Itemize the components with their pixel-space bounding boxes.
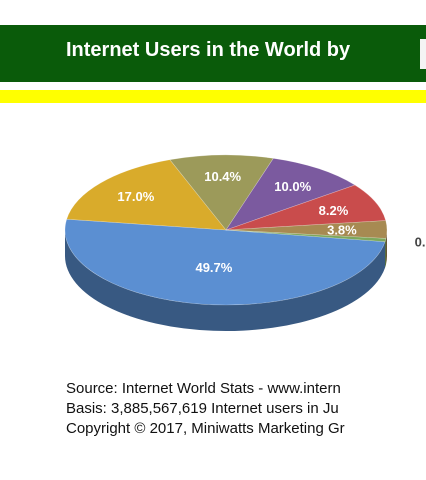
- pie-slice-6: [225, 229, 387, 243]
- source-note: Source: Internet World Stats - www.inter…: [66, 380, 341, 397]
- pie-labels: 49.7% 17.0% 10.4% 10.0% 8.2% 3.8% 0.7%: [117, 169, 426, 275]
- pie-label-4: 8.2%: [319, 203, 349, 218]
- pie-tops: [64, 154, 388, 306]
- pie-label-6: 0.7%: [415, 234, 426, 249]
- title-bar: Internet Users in the World by: [0, 25, 426, 82]
- pie-label-3: 10.0%: [274, 179, 311, 194]
- pie-side-0: [65, 230, 386, 332]
- pie-side-5: [385, 230, 388, 265]
- pie-slice-4: [225, 184, 387, 231]
- pie-chart: 49.7% 17.0% 10.4% 10.0% 8.2% 3.8% 0.7%: [0, 110, 426, 370]
- pie-chart-svg: 49.7% 17.0% 10.4% 10.0% 8.2% 3.8% 0.7%: [64, 154, 426, 332]
- pie-side-6: [385, 238, 386, 268]
- pie-label-0: 49.7%: [195, 260, 232, 275]
- yellow-band: [0, 90, 426, 103]
- pie-slice-2: [169, 154, 274, 231]
- title-edge: [420, 39, 426, 69]
- pie-slice-1: [66, 159, 227, 231]
- chart-title: Internet Users in the World by: [66, 39, 351, 61]
- pie-label-2: 10.4%: [204, 169, 241, 184]
- basis-note: Basis: 3,885,567,619 Internet users in J…: [66, 400, 339, 417]
- pie-label-5: 3.8%: [327, 223, 357, 238]
- copyright-note: Copyright © 2017, Miniwatts Marketing Gr: [66, 420, 345, 437]
- pie-slice-5: [225, 220, 388, 239]
- pie-sides: [65, 230, 388, 332]
- pie-slice-0: [64, 218, 386, 306]
- pie-slice-3: [225, 157, 356, 231]
- footer-notes: Source: Internet World Stats - www.inter…: [66, 379, 426, 439]
- pie-label-1: 17.0%: [117, 189, 154, 204]
